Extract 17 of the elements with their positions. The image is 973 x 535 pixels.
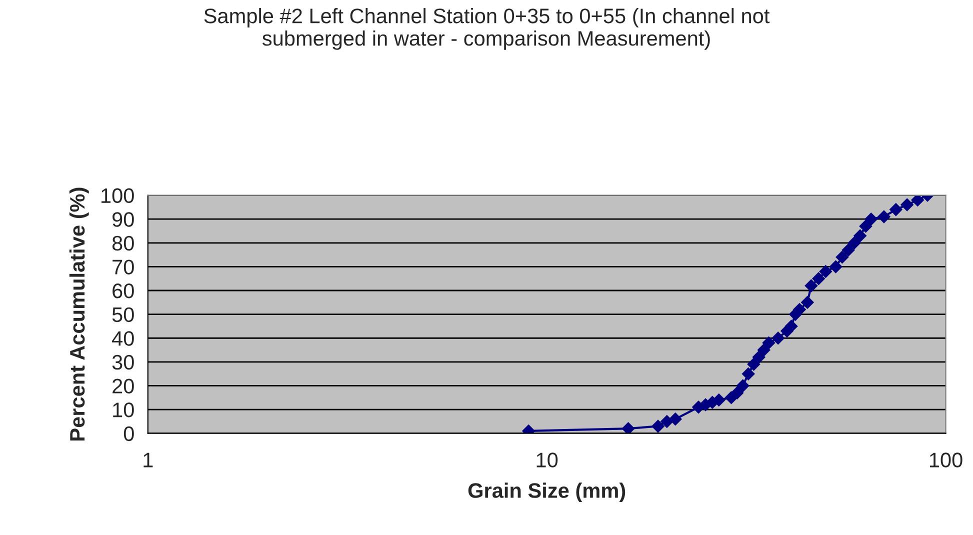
x-tick-label: 10 (536, 452, 558, 468)
y-tick-label: 50 (112, 307, 134, 322)
y-tick-label: 20 (112, 378, 134, 394)
x-tick-label: 1 (144, 452, 153, 468)
y-tick-label: 90 (112, 212, 134, 227)
y-tick-label: 60 (112, 284, 134, 298)
y-tick-label: 30 (112, 354, 134, 370)
y-tick-label: 80 (112, 236, 134, 251)
chart-title: Sample #2 Left Channel Station 0+35 to 0+55 (In channel not submerged in water - comparison Measurement) (204, 8, 770, 50)
y-tick-label: 40 (112, 331, 134, 346)
x-axis-title: Grain Size (mm) (468, 482, 626, 502)
y-tick-label: 70 (112, 260, 134, 274)
y-tick-label: 0 (124, 426, 134, 442)
x-tick-label: 100 (930, 452, 962, 468)
y-tick-label: 10 (113, 402, 134, 418)
y-tick-label: 100 (102, 188, 134, 204)
y-axis-title: Percent Accumulative (%) (69, 188, 89, 440)
